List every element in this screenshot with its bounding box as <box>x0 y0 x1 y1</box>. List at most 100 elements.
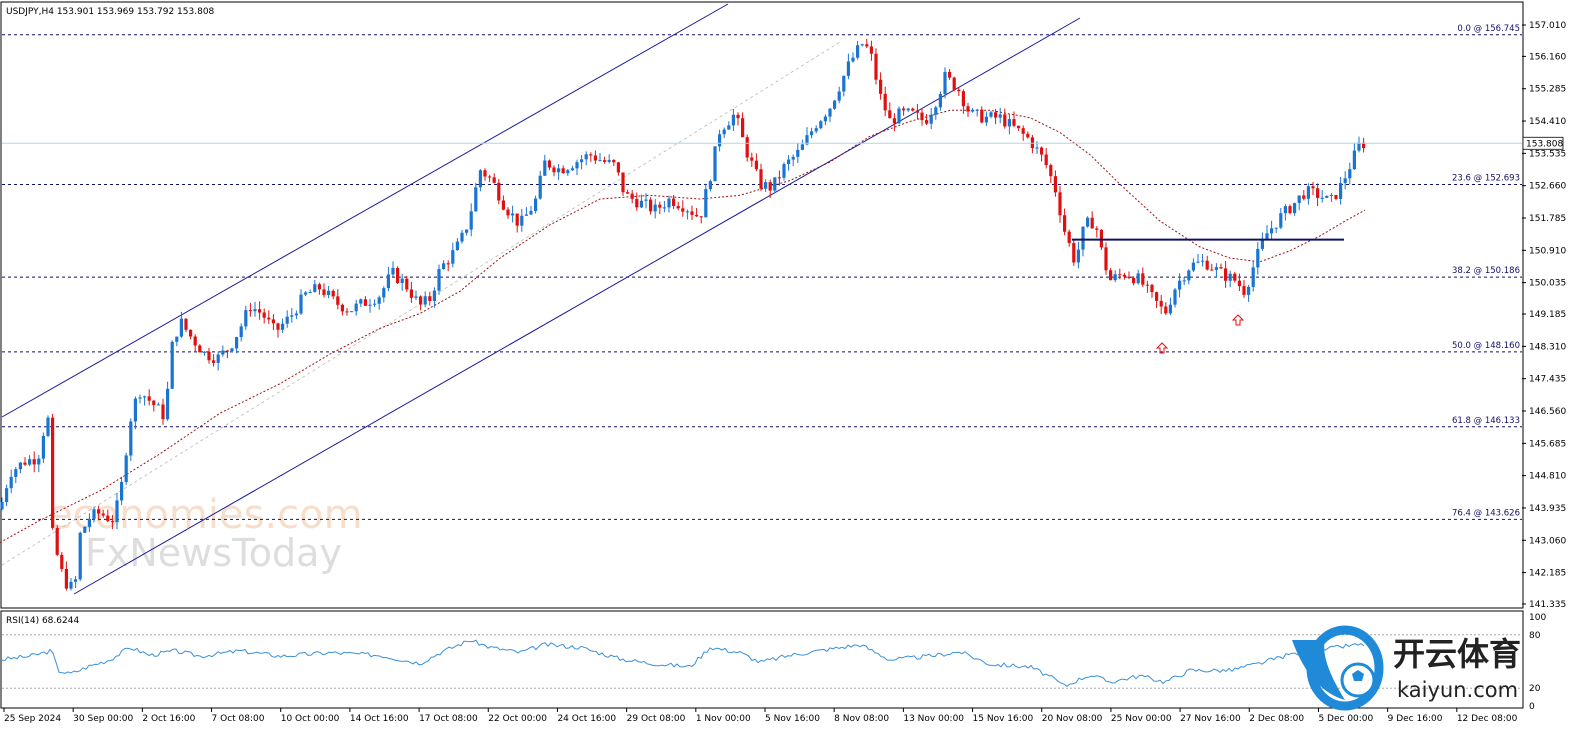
candle-body <box>708 181 712 190</box>
candle-body <box>1178 280 1182 290</box>
candle-body <box>0 501 4 510</box>
candle-body <box>377 297 381 304</box>
candle-body <box>874 53 878 80</box>
candle-body <box>1224 268 1228 281</box>
candle-body <box>474 187 478 212</box>
candle-body <box>1352 150 1356 170</box>
candle-body <box>653 204 657 212</box>
candle-body <box>1251 267 1255 287</box>
x-tick-label: 7 Oct 08:00 <box>212 714 265 724</box>
candle-body <box>768 182 772 191</box>
candle-body <box>1159 300 1163 307</box>
candle-body <box>538 175 542 199</box>
candle-body <box>152 400 156 406</box>
candle-body <box>1136 273 1140 284</box>
watermark-fxnewstoday: FxNewsToday <box>85 531 342 575</box>
candles <box>0 38 1366 591</box>
candle-body <box>170 341 174 389</box>
candle-body <box>299 294 303 314</box>
channel-lower-line[interactable] <box>73 17 1081 595</box>
candle-body <box>856 45 860 58</box>
candle-body <box>658 204 662 208</box>
candle-body <box>9 476 13 489</box>
candle-body <box>345 311 349 313</box>
candle-body <box>1030 137 1034 149</box>
candle-body <box>1219 267 1223 269</box>
candle-body <box>51 417 55 528</box>
y-tick-label: 151.785 <box>1529 214 1566 224</box>
candle-body <box>1288 206 1292 214</box>
candle-body <box>253 309 257 312</box>
candle-body <box>846 61 850 76</box>
candle-body <box>787 159 791 165</box>
candle-body <box>796 149 800 157</box>
y-tick-label: 153.535 <box>1529 149 1566 159</box>
candle-body <box>308 292 312 294</box>
candle-body <box>892 118 896 124</box>
candle-body <box>147 396 151 401</box>
candle-body <box>1325 195 1329 198</box>
x-tick-label: 9 Dec 16:00 <box>1388 714 1443 724</box>
candle-body <box>805 135 809 145</box>
candle-body <box>28 459 32 465</box>
x-tick-label: 29 Oct 08:00 <box>627 714 686 724</box>
candle-body <box>350 311 354 313</box>
candle-body <box>230 348 234 351</box>
x-tick-label: 13 Nov 00:00 <box>903 714 964 724</box>
candle-body <box>391 267 395 275</box>
candle-body <box>833 100 837 109</box>
candle-body <box>1168 304 1172 314</box>
candle-body <box>60 554 64 569</box>
candle-body <box>626 192 630 194</box>
channel-upper-line[interactable] <box>1 3 729 418</box>
candle-body <box>1182 280 1186 282</box>
candle-body <box>442 263 446 269</box>
candle-body <box>1339 183 1343 199</box>
candle-body <box>561 168 565 174</box>
y-tick-label: 152.660 <box>1529 182 1566 192</box>
candle-body <box>97 509 101 514</box>
candle-body <box>455 241 459 251</box>
candle-body <box>699 216 703 218</box>
candle-body <box>506 209 510 216</box>
candle-body <box>129 421 133 456</box>
rsi-axis-label: 0 <box>1529 702 1535 712</box>
x-tick-label: 24 Oct 16:00 <box>557 714 616 724</box>
candle-body <box>1260 238 1264 249</box>
fib-level-label: 76.4 @ 143.626 <box>1452 508 1520 518</box>
candle-body <box>704 189 708 218</box>
candle-body <box>460 232 464 242</box>
y-tick-label: 154.410 <box>1529 117 1566 127</box>
candle-body <box>32 459 36 465</box>
x-tick-label: 12 Dec 08:00 <box>1457 714 1518 724</box>
candle-body <box>1343 178 1347 184</box>
candle-body <box>1173 289 1177 305</box>
candle-body <box>14 469 18 477</box>
moving-average <box>0 109 1366 543</box>
candle-body <box>1201 260 1205 262</box>
y-tick-label: 149.185 <box>1529 310 1566 320</box>
candle-body <box>1017 125 1021 129</box>
candle-body <box>1104 247 1108 271</box>
candle-body <box>1311 186 1315 189</box>
candle-body <box>1362 142 1366 149</box>
candle-body <box>1012 119 1016 126</box>
candle-body <box>1118 274 1122 276</box>
candle-body <box>888 110 892 119</box>
candle-body <box>1164 306 1168 314</box>
candle-body <box>1035 147 1039 149</box>
candle-body <box>1127 276 1131 278</box>
candle-body <box>423 296 427 305</box>
x-tick-label: 15 Nov 16:00 <box>973 714 1034 724</box>
candle-body <box>543 160 547 176</box>
y-tick-label: 150.035 <box>1529 279 1566 289</box>
x-tick-label: 8 Nov 08:00 <box>834 714 889 724</box>
candle-body <box>69 581 73 589</box>
candle-body <box>317 284 321 290</box>
candle-body <box>271 319 275 324</box>
candle-body <box>943 71 947 94</box>
candle-body <box>616 162 620 173</box>
candle-body <box>106 515 110 522</box>
candle-body <box>373 303 377 305</box>
